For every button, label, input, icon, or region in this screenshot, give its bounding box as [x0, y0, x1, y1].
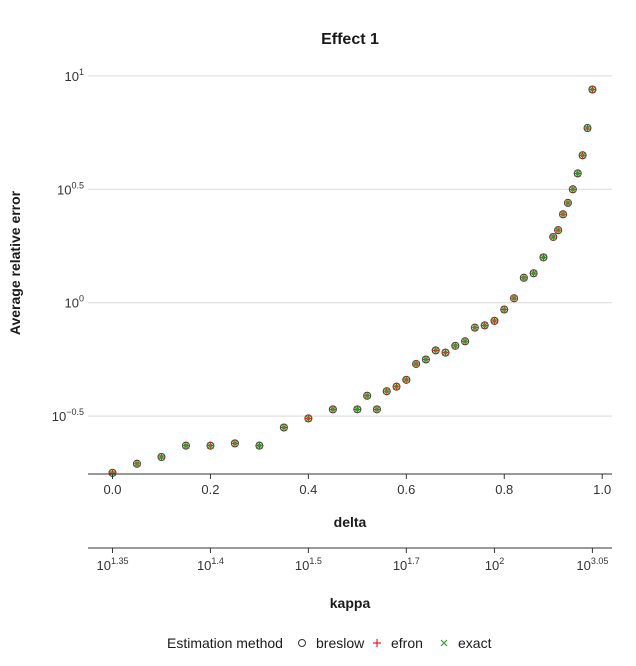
exact-point [353, 405, 361, 413]
x2-tick-label: 101.35 [96, 556, 128, 573]
exact-point [554, 226, 562, 234]
exact-point [520, 274, 528, 282]
exact-point [383, 387, 391, 395]
x-tick-label: 0.2 [201, 482, 219, 497]
exact-point [182, 442, 190, 450]
legend-label-exact: exact [458, 635, 492, 651]
x2-axis-title: kappa [330, 595, 371, 611]
x-tick-label: 0.6 [397, 482, 415, 497]
exact-point [481, 321, 489, 329]
exact-point [500, 306, 508, 313]
x-tick-label: 0.0 [103, 482, 121, 497]
exact-point [530, 269, 538, 277]
exact-point [510, 294, 518, 302]
exact-point [412, 360, 420, 368]
x-tick-label: 1.0 [593, 482, 611, 497]
x2-tick-label: 101.4 [197, 556, 224, 573]
exact-point [363, 392, 371, 400]
exact-point [109, 469, 116, 477]
x-axis-title: delta [334, 514, 367, 530]
x-tick-label: 0.4 [299, 482, 317, 497]
exact-point [549, 233, 557, 241]
exact-point [329, 405, 337, 413]
chart-title: Effect 1 [321, 31, 379, 48]
y-tick-label: 101 [65, 67, 84, 84]
x2-tick-label: 102 [485, 556, 504, 573]
exact-point [564, 199, 572, 207]
y-tick-label: 10−0.5 [52, 407, 84, 424]
exact-point [491, 317, 498, 325]
exact-point [432, 346, 440, 354]
x2-tick-label: 101.7 [393, 556, 420, 573]
x2-tick-label: 101.5 [295, 556, 322, 573]
y-axis-ticks: 10−0.5 100 100.5 101 [52, 67, 84, 424]
exact-point [207, 442, 214, 450]
exact-point [540, 253, 547, 261]
exact-point [584, 124, 591, 132]
exact-point [393, 383, 400, 391]
legend-label-efron: efron [391, 635, 423, 651]
data-points [108, 85, 597, 477]
legend-label-breslow: breslow [316, 635, 365, 651]
exact-point [304, 414, 312, 422]
exact-point [442, 349, 449, 357]
legend-key-exact [440, 639, 448, 647]
exact-point [402, 376, 410, 384]
exact-point [373, 405, 381, 413]
legend-key-breslow [298, 639, 306, 647]
exact-point [588, 86, 596, 93]
y-tick-label: 100.5 [57, 180, 84, 197]
x2-tick-label: 103.05 [576, 556, 608, 573]
y-tick-label: 100 [65, 294, 84, 311]
exact-point [422, 356, 430, 363]
exact-point [231, 439, 239, 447]
exact-point [569, 185, 577, 193]
exact-point [255, 442, 263, 450]
y-axis-title: Average relative error [7, 190, 23, 335]
legend-key-efron [373, 639, 381, 647]
grid-lines [88, 75, 612, 417]
legend-title: Estimation method [167, 635, 283, 651]
exact-point [579, 151, 587, 159]
exact-point [133, 460, 141, 468]
exact-point [451, 342, 459, 350]
exact-point [559, 210, 567, 218]
legend: Estimation method breslow efron exact [167, 635, 492, 651]
x-axis-ticks: 0.0 0.2 0.4 0.6 0.8 1.0 [103, 474, 611, 497]
exact-point [158, 453, 165, 461]
x-tick-label: 0.8 [495, 482, 513, 497]
exact-point [471, 324, 479, 332]
exact-point [574, 170, 582, 177]
exact-point [461, 337, 469, 345]
x2-axis-ticks: 101.35 101.4 101.5 101.7 102 103.05 [96, 548, 608, 573]
exact-point [280, 424, 288, 431]
